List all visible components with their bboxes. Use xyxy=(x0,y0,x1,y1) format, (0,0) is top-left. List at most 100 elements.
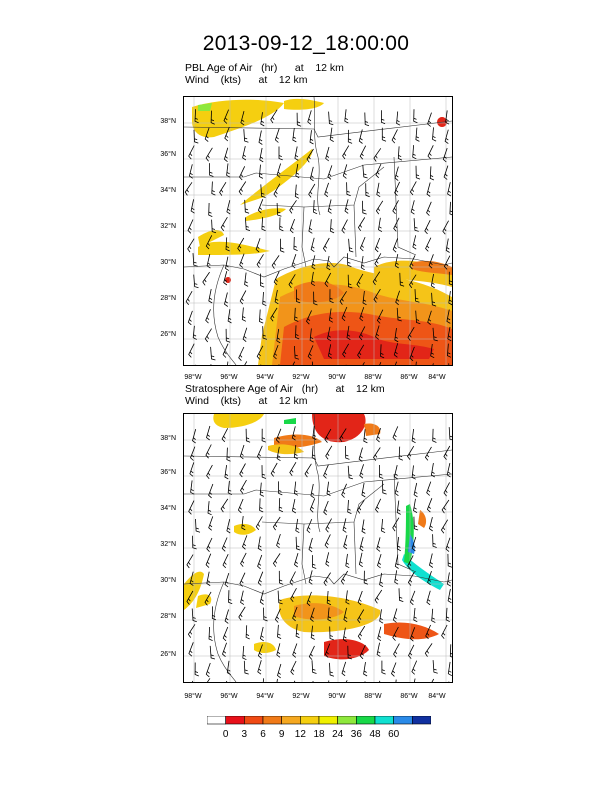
wind-barb xyxy=(219,181,227,196)
wind-barb xyxy=(191,608,197,623)
panel2-title-field: Stratosphere Age of Air (hr) at 12 km xyxy=(185,383,385,395)
colorbar-label: 48 xyxy=(369,729,381,740)
wind-barb xyxy=(259,498,264,513)
wind-barb xyxy=(188,500,195,515)
wind-barb xyxy=(347,253,352,267)
wind-barb xyxy=(308,537,313,553)
wind-barb xyxy=(412,235,417,250)
wind-barb xyxy=(306,148,314,163)
wind-barb xyxy=(347,129,353,144)
wind-barb xyxy=(226,660,231,675)
strat-borders xyxy=(184,414,452,682)
wind-barb xyxy=(224,465,229,480)
colorbar-cells xyxy=(207,716,431,725)
panel2-title-wind: Wind (kts) at 12 km xyxy=(185,395,308,407)
strat-lon-96: 96°W xyxy=(220,693,238,700)
wind-barb xyxy=(260,273,265,288)
wind-barb xyxy=(294,345,300,360)
wind-barb xyxy=(239,463,246,478)
wind-barb xyxy=(192,253,198,267)
wind-barb xyxy=(449,644,452,658)
wind-barb xyxy=(188,343,195,358)
wind-barb xyxy=(240,110,245,126)
wind-barb xyxy=(311,660,317,674)
wind-barb xyxy=(343,534,348,550)
colorbar-cell xyxy=(412,716,431,725)
wind-barb xyxy=(409,590,416,606)
wind-barb xyxy=(278,570,284,585)
wind-barb xyxy=(448,427,452,441)
wind-barb xyxy=(224,126,230,142)
wind-barb xyxy=(326,255,331,271)
wind-barb xyxy=(291,253,297,269)
wind-barb xyxy=(449,201,452,216)
strat-lon-94: 94°W xyxy=(256,693,274,700)
wind-barb xyxy=(294,184,300,199)
wind-barb xyxy=(347,274,353,289)
wind-barb xyxy=(379,609,384,624)
wind-barb xyxy=(432,534,437,548)
wind-barb xyxy=(276,643,281,658)
wind-barb xyxy=(329,662,335,677)
wind-barb xyxy=(429,517,433,532)
wind-barb xyxy=(362,164,368,179)
wind-barb xyxy=(278,481,283,496)
wind-barb xyxy=(378,464,384,479)
colorbar-label: 60 xyxy=(388,729,400,740)
wind-barb xyxy=(432,428,437,443)
wind-barb xyxy=(329,127,334,142)
wind-barb xyxy=(375,163,382,179)
wind-barb xyxy=(270,462,278,477)
wind-barb xyxy=(357,625,366,640)
wind-barb xyxy=(339,291,347,305)
pbl-lat-30: 30°N xyxy=(160,259,176,266)
pbl-lon-96: 96°W xyxy=(220,374,238,381)
wind-barb xyxy=(294,307,299,322)
pbl-field-orange-patch xyxy=(294,281,344,303)
wind-barb xyxy=(359,306,365,322)
wind-barb xyxy=(258,130,263,145)
wind-barb xyxy=(211,606,217,621)
wind-barb xyxy=(307,110,312,125)
wind-barb xyxy=(345,680,348,682)
wind-barb xyxy=(322,237,330,252)
wind-barb xyxy=(380,110,386,125)
wind-barb xyxy=(440,519,449,534)
wind-barb xyxy=(202,271,210,286)
wind-barb xyxy=(226,519,231,534)
wind-barb xyxy=(377,553,382,569)
wind-barb xyxy=(329,626,334,641)
wind-barb xyxy=(290,660,297,675)
wind-barb xyxy=(194,109,199,124)
wind-barb xyxy=(208,483,214,499)
wind-barb xyxy=(195,518,201,533)
wind-barb xyxy=(256,445,263,460)
colorbar-label: 9 xyxy=(278,729,285,740)
wind-barb xyxy=(357,217,366,232)
wind-barb xyxy=(273,271,280,286)
wind-barb xyxy=(432,327,438,342)
wind-barb xyxy=(446,572,452,587)
wind-barb xyxy=(444,129,449,144)
wind-barb xyxy=(359,145,367,160)
strat-field-red-south-2 xyxy=(384,622,439,640)
strat-field-orange-north-2 xyxy=(364,423,381,436)
colorbar-label: 12 xyxy=(294,729,306,740)
colorbar-cell xyxy=(262,716,282,725)
wind-barb xyxy=(392,626,399,641)
wind-barb xyxy=(227,309,232,324)
strat-lat-38: 38°N xyxy=(160,435,176,442)
wind-barb xyxy=(289,218,295,234)
wind-barb xyxy=(310,237,315,253)
wind-barb xyxy=(192,325,197,340)
pbl-streak-1 xyxy=(192,99,284,138)
wind-barb xyxy=(205,662,211,678)
strat-age-map xyxy=(183,413,453,683)
wind-barb xyxy=(327,165,333,180)
pbl-streak-5 xyxy=(198,230,224,247)
wind-barb xyxy=(273,183,281,198)
wind-barb xyxy=(345,553,350,569)
wind-barb xyxy=(323,500,329,516)
wind-barb xyxy=(394,481,399,497)
wind-barb xyxy=(258,164,264,179)
